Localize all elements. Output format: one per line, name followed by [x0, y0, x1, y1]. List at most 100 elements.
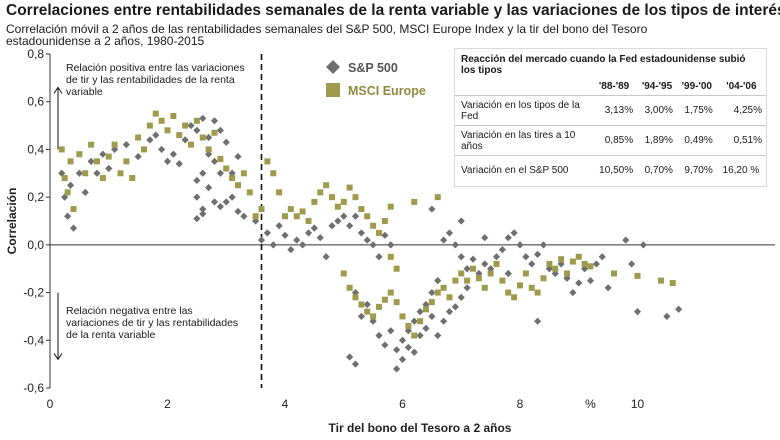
table-row: Variación en los tipos de la Fed 3,13% 3… [455, 95, 766, 126]
msci-europe-point [370, 313, 377, 320]
msci-europe-point [475, 275, 482, 282]
y-tick-label: 0,0 [27, 238, 44, 252]
positive-arrow-head [53, 86, 63, 94]
negative-relation-note: Relación negativa entre las variaciones … [66, 305, 239, 341]
msci-europe-point [417, 318, 424, 325]
fed-table-col-header: '04-'06 [716, 78, 766, 96]
msci-europe-point [135, 134, 142, 141]
msci-europe-point [334, 203, 341, 210]
sp500-point [398, 355, 407, 363]
sp500-point [322, 253, 330, 261]
msci-europe-point [329, 194, 335, 201]
msci-europe-point [481, 284, 488, 291]
msci-europe-point [358, 206, 365, 213]
sp500-point [357, 229, 365, 237]
msci-europe-point [61, 175, 68, 182]
sp500-point [199, 169, 207, 177]
msci-europe-point [282, 213, 288, 220]
sp500-point [622, 236, 630, 244]
sp500-point [199, 205, 207, 213]
msci-europe-point [511, 294, 518, 301]
y-tick-label: -0,4 [23, 333, 44, 347]
msci-europe-point [317, 189, 324, 196]
sp500-point [134, 152, 142, 161]
sp500-point [210, 198, 219, 206]
msci-europe-point [82, 170, 89, 177]
sp500-point [604, 284, 612, 292]
msci-europe-point [117, 170, 124, 177]
sp500-point [457, 253, 465, 261]
msci-europe-point [176, 132, 183, 139]
msci-europe-point [534, 289, 541, 296]
sp500-point [539, 241, 548, 249]
sp500-point [105, 164, 113, 173]
sp500-point [346, 353, 354, 361]
msci-europe-point [164, 127, 171, 134]
msci-europe-point [193, 117, 200, 124]
msci-europe-point [428, 299, 435, 306]
msci-europe-point [229, 175, 236, 182]
sp500-point [210, 157, 219, 165]
msci-europe-point [94, 158, 100, 165]
msci-europe-point [170, 113, 177, 120]
sp500-point [434, 277, 442, 285]
sp500-point [304, 229, 313, 237]
sp500-point [363, 236, 371, 244]
sp500-point [440, 317, 448, 325]
msci-europe-point [258, 206, 265, 213]
sp500-point [633, 308, 642, 316]
msci-europe-point [387, 253, 394, 260]
fed-table-title: Reacción del mercado cuando la Fed estad… [461, 54, 746, 76]
sp500-point [457, 293, 465, 301]
table-cell: 3,00% [637, 95, 677, 126]
x-axis-title: Tir del bono del Tesoro a 2 años [329, 421, 512, 435]
sp500-point [146, 136, 154, 144]
msci-europe-point [587, 263, 594, 270]
x-tick-label: 6 [399, 397, 406, 411]
msci-europe-point [387, 289, 394, 296]
chart-title: Correlaciones entre rentabilidades seman… [6, 2, 780, 19]
msci-europe-point [434, 289, 441, 296]
sp500-point [410, 317, 418, 325]
sp500-point [492, 253, 501, 261]
sp500-point [193, 215, 201, 223]
x-tick-label: 10 [631, 397, 645, 411]
sp500-point [216, 169, 224, 177]
sp500-point [628, 260, 636, 268]
msci-europe-point [575, 253, 582, 260]
msci-europe-point [346, 184, 353, 191]
msci-europe-point [141, 146, 147, 153]
msci-europe-point [569, 258, 576, 265]
chart-legend: S&P 500 MSCI Europe [326, 60, 426, 98]
msci-europe-point [364, 308, 371, 315]
sp500-point [451, 241, 459, 249]
sp500-point [81, 188, 89, 196]
fed-table-header-row: '88-'89 '94-'95 '99-'00 '04-'06 [455, 78, 766, 96]
msci-europe-point [405, 322, 412, 329]
sp500-point [222, 138, 230, 146]
x-tick-label: 0 [47, 397, 54, 411]
msci-europe-point [581, 260, 588, 267]
sp500-point [387, 327, 395, 335]
msci-europe-point [381, 296, 388, 303]
sp500-point [481, 234, 489, 242]
sp500-point [440, 236, 448, 244]
msci-europe-point [199, 134, 206, 141]
sp500-point [663, 312, 671, 321]
msci-europe-point [552, 265, 559, 272]
legend-msci-marker [326, 83, 340, 97]
fed-table-grid: '88-'89 '94-'95 '99-'00 '04-'06 Variació… [455, 78, 766, 186]
sp500-point [234, 207, 242, 216]
sp500-point [510, 229, 518, 237]
sp500-point [228, 193, 236, 201]
sp500-point [557, 260, 565, 268]
sp500-point [534, 317, 542, 325]
sp500-point [481, 260, 489, 268]
x-tick-label: 4 [282, 397, 289, 411]
sp500-point [498, 246, 506, 254]
sp500-point [381, 231, 389, 239]
msci-europe-point [64, 189, 71, 196]
msci-europe-point [58, 146, 65, 153]
sp500-point [181, 136, 189, 144]
sp500-point [393, 365, 401, 373]
